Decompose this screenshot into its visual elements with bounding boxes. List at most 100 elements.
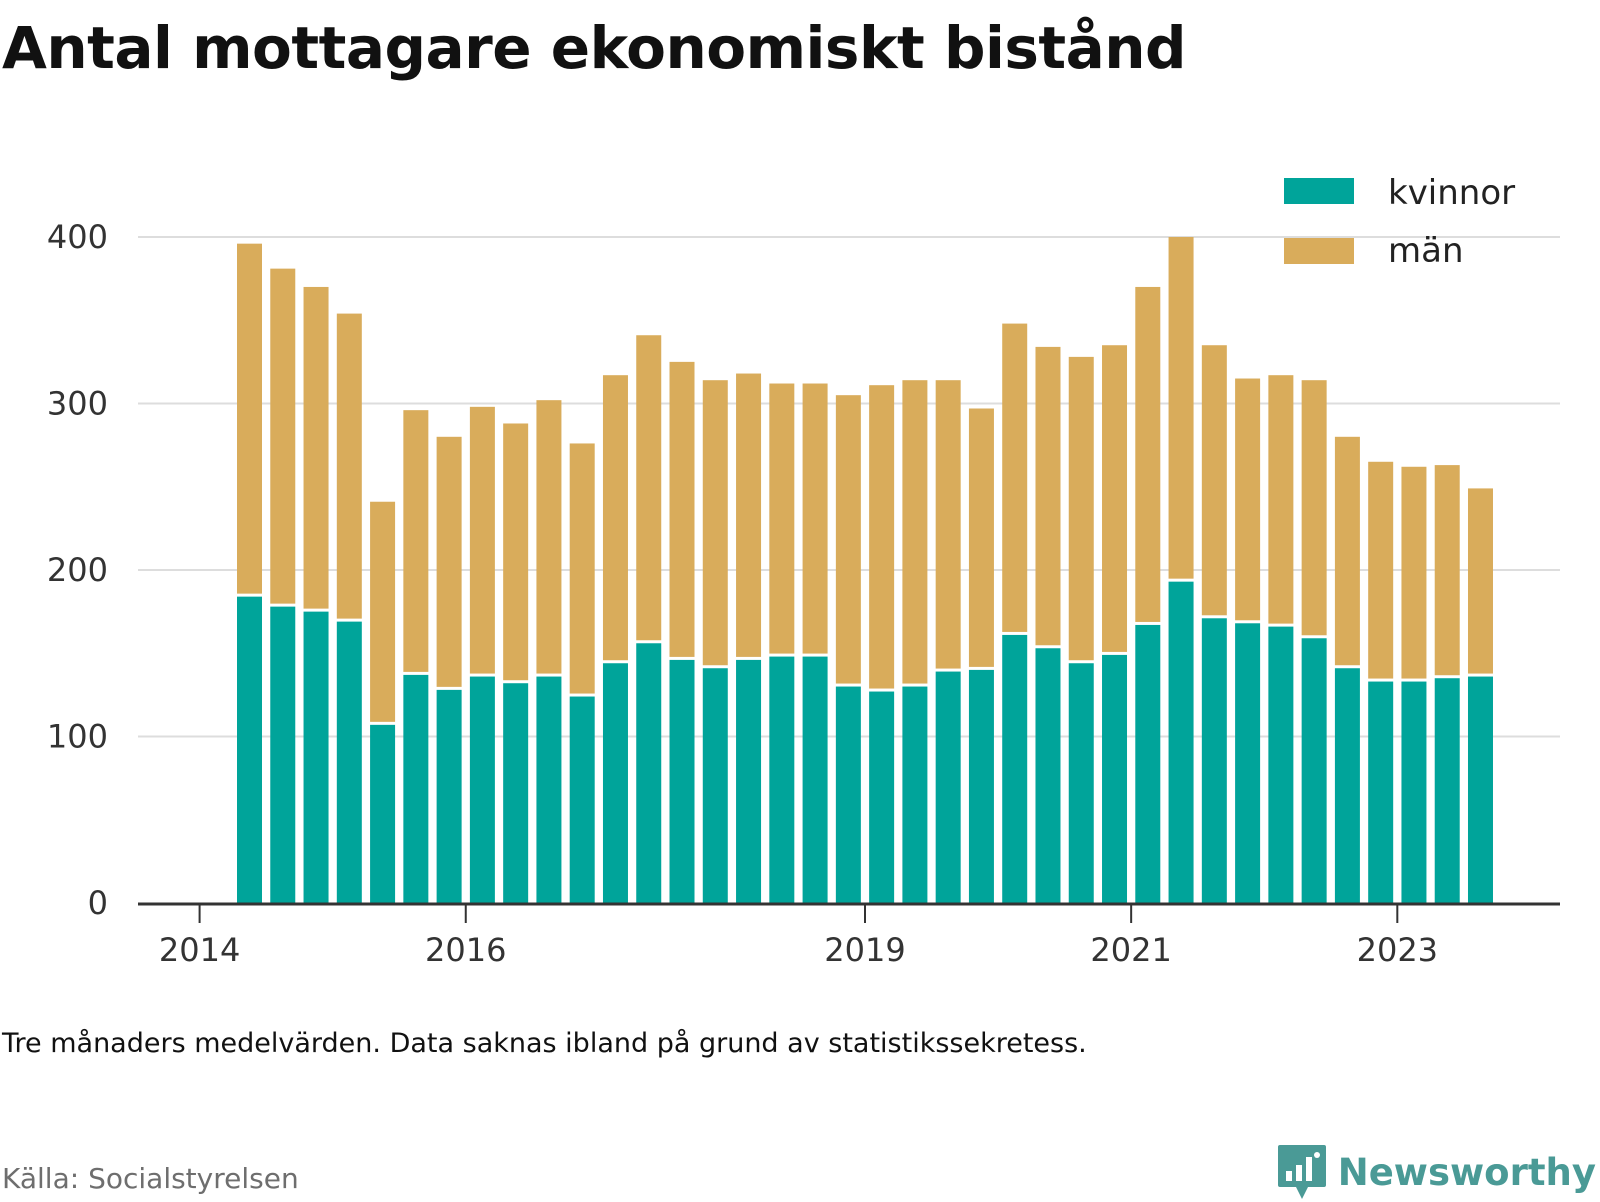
legend-swatch-man — [1284, 238, 1354, 264]
x-tick-label-2019: 2019 — [824, 931, 905, 969]
bar-man-25 — [1068, 356, 1094, 661]
bar-kvinnor-26 — [1102, 654, 1128, 903]
bar-man-1 — [270, 268, 296, 604]
bar-man-4 — [370, 501, 396, 722]
bar-kvinnor-19 — [869, 691, 895, 903]
bar-kvinnor-17 — [802, 656, 828, 903]
bar-man-35 — [1401, 466, 1427, 679]
bar-kvinnor-27 — [1135, 624, 1161, 903]
bar-man-30 — [1235, 378, 1261, 621]
source-credit: Källa: Socialstyrelsen — [2, 1162, 299, 1195]
newsworthy-logo-icon — [1277, 1145, 1326, 1199]
legend-swatch-kvinnor — [1284, 178, 1354, 204]
bar-man-34 — [1368, 461, 1394, 679]
bar-kvinnor-8 — [503, 683, 529, 903]
newsworthy-brand[interactable]: Newsworthy — [1276, 1142, 1596, 1202]
bar-kvinnor-3 — [336, 621, 362, 903]
bar-man-23 — [1002, 323, 1028, 632]
y-tick-label-0: 0 — [88, 884, 108, 922]
bar-kvinnor-1 — [270, 606, 296, 903]
bar-man-3 — [336, 313, 362, 619]
bar-man-19 — [869, 385, 895, 689]
x-tick-label-2021: 2021 — [1090, 931, 1171, 969]
bar-kvinnor-0 — [237, 596, 262, 903]
bar-kvinnor-33 — [1334, 668, 1360, 903]
bar-kvinnor-36 — [1434, 678, 1460, 903]
bar-man-28 — [1168, 237, 1194, 579]
x-tick-label-2023: 2023 — [1357, 931, 1438, 969]
bar-man-26 — [1102, 345, 1128, 652]
bar-man-15 — [736, 373, 762, 657]
bar-kvinnor-31 — [1268, 626, 1294, 903]
bar-man-18 — [835, 395, 861, 684]
bar-man-10 — [569, 443, 595, 694]
bar-kvinnor-14 — [702, 668, 728, 903]
bar-man-13 — [669, 361, 695, 657]
bars — [237, 237, 1493, 903]
bar-man-37 — [1467, 488, 1493, 674]
bar-kvinnor-10 — [569, 696, 595, 903]
bar-man-21 — [935, 380, 961, 669]
bar-kvinnor-2 — [303, 611, 329, 903]
bar-man-17 — [802, 383, 828, 654]
bar-man-14 — [702, 380, 728, 666]
bar-man-8 — [503, 423, 529, 681]
bar-man-6 — [436, 436, 462, 687]
bar-kvinnor-6 — [436, 689, 462, 903]
bar-kvinnor-5 — [403, 674, 429, 903]
y-tick-label-400: 400 — [47, 218, 108, 256]
bar-kvinnor-25 — [1068, 663, 1094, 903]
bar-kvinnor-28 — [1168, 581, 1194, 903]
bar-man-12 — [636, 335, 662, 641]
bar-man-31 — [1268, 375, 1294, 624]
bar-kvinnor-9 — [536, 676, 562, 903]
chart-note: Tre månaders medelvärden. Data saknas ib… — [2, 1028, 1087, 1059]
legend: kvinnor män — [1284, 173, 1515, 271]
bar-man-32 — [1301, 380, 1327, 636]
bar-man-16 — [769, 383, 795, 654]
bar-man-22 — [968, 408, 994, 667]
bar-kvinnor-29 — [1201, 618, 1227, 903]
legend-label-man: män — [1388, 231, 1464, 271]
y-tick-label-100: 100 — [47, 718, 108, 756]
bar-kvinnor-16 — [769, 656, 795, 903]
bar-kvinnor-18 — [835, 686, 861, 903]
brand-name: Newsworthy — [1337, 1150, 1596, 1194]
y-tick-label-300: 300 — [47, 385, 108, 423]
bar-man-7 — [469, 406, 495, 674]
chart-title: Antal mottagare ekonomiskt bistånd — [2, 14, 1187, 82]
bar-kvinnor-30 — [1235, 623, 1261, 903]
bar-man-27 — [1135, 286, 1161, 622]
bar-kvinnor-11 — [602, 663, 628, 903]
x-tick-label-2016: 2016 — [425, 931, 506, 969]
bar-man-29 — [1201, 345, 1227, 616]
bar-man-20 — [902, 380, 928, 684]
y-tick-label-200: 200 — [47, 551, 108, 589]
bar-kvinnor-15 — [736, 659, 762, 903]
bar-man-33 — [1334, 436, 1360, 666]
bar-kvinnor-7 — [469, 676, 495, 903]
bar-kvinnor-4 — [370, 724, 396, 903]
axes: 2014 2016 2019 2021 2023 — [138, 902, 1560, 969]
stacked-bar-chart: 0 100 200 300 400 2014 2016 2019 2021 2023 kvinn… — [47, 173, 1560, 969]
x-tick-label-2014: 2014 — [159, 931, 240, 969]
bar-kvinnor-13 — [669, 659, 695, 903]
bar-man-36 — [1434, 465, 1460, 676]
bar-kvinnor-21 — [935, 671, 961, 903]
bar-kvinnor-24 — [1035, 648, 1061, 903]
bar-man-11 — [602, 375, 628, 661]
bar-kvinnor-35 — [1401, 681, 1427, 903]
bar-kvinnor-37 — [1467, 676, 1493, 903]
bar-kvinnor-20 — [902, 686, 928, 903]
bar-man-2 — [303, 286, 329, 609]
bar-man-24 — [1035, 346, 1061, 646]
bar-kvinnor-22 — [968, 669, 994, 903]
bar-man-0 — [237, 243, 262, 594]
bar-man-5 — [403, 410, 429, 672]
bar-kvinnor-12 — [636, 643, 662, 903]
bar-kvinnor-34 — [1368, 681, 1394, 903]
bar-kvinnor-23 — [1002, 634, 1028, 903]
legend-label-kvinnor: kvinnor — [1388, 173, 1515, 213]
bar-kvinnor-32 — [1301, 638, 1327, 903]
bar-man-9 — [536, 400, 562, 674]
